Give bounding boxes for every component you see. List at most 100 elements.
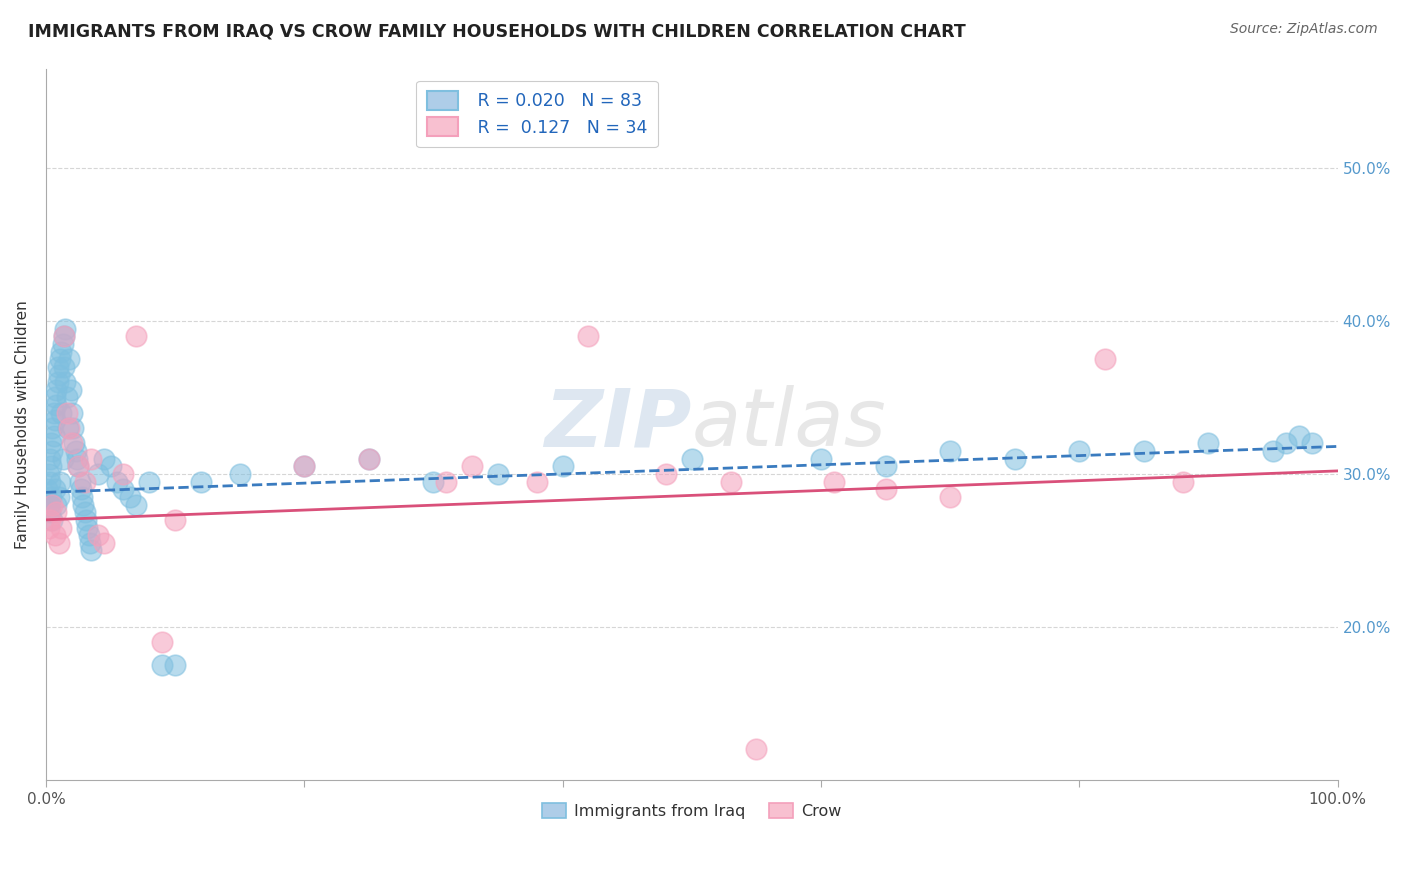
Point	[461, 459, 484, 474]
Point	[526, 475, 548, 489]
Point	[86, 528, 108, 542]
Point	[53, 375, 76, 389]
Point	[42, 428, 65, 442]
Point	[38, 520, 60, 534]
Point	[86, 467, 108, 481]
Point	[39, 436, 62, 450]
Point	[73, 505, 96, 519]
Point	[48, 490, 70, 504]
Point	[51, 520, 73, 534]
Point	[75, 513, 97, 527]
Point	[53, 321, 76, 335]
Point	[357, 451, 380, 466]
Point	[1198, 436, 1220, 450]
Text: IMMIGRANTS FROM IRAQ VS CROW FAMILY HOUSEHOLDS WITH CHILDREN CORRELATION CHART: IMMIGRANTS FROM IRAQ VS CROW FAMILY HOUS…	[28, 22, 966, 40]
Point	[150, 635, 173, 649]
Y-axis label: Family Households with Children: Family Households with Children	[15, 300, 30, 549]
Point	[1275, 436, 1298, 450]
Point	[55, 406, 77, 420]
Point	[1133, 444, 1156, 458]
Point	[551, 459, 574, 474]
Point	[165, 658, 187, 673]
Point	[49, 475, 72, 489]
Point	[77, 528, 100, 542]
Point	[44, 528, 66, 542]
Text: Source: ZipAtlas.com: Source: ZipAtlas.com	[1230, 22, 1378, 37]
Point	[150, 658, 173, 673]
Point	[48, 368, 70, 382]
Point	[79, 536, 101, 550]
Point	[76, 520, 98, 534]
Point	[80, 543, 103, 558]
Point	[1301, 436, 1323, 450]
Point	[58, 421, 80, 435]
Point	[681, 451, 703, 466]
Point	[41, 444, 63, 458]
Point	[37, 482, 59, 496]
Point	[875, 482, 897, 496]
Point	[939, 490, 962, 504]
Point	[38, 451, 60, 466]
Point	[1069, 444, 1091, 458]
Point	[39, 490, 62, 504]
Point	[100, 459, 122, 474]
Point	[52, 451, 75, 466]
Point	[65, 444, 87, 458]
Point	[875, 459, 897, 474]
Point	[53, 359, 76, 374]
Point	[720, 475, 742, 489]
Point	[357, 451, 380, 466]
Point	[39, 459, 62, 474]
Point	[810, 451, 832, 466]
Point	[1004, 451, 1026, 466]
Text: atlas: atlas	[692, 385, 887, 463]
Point	[165, 513, 187, 527]
Point	[53, 329, 76, 343]
Point	[49, 352, 72, 367]
Legend: Immigrants from Iraq, Crow: Immigrants from Iraq, Crow	[536, 797, 848, 825]
Point	[46, 375, 69, 389]
Point	[66, 451, 89, 466]
Point	[41, 498, 63, 512]
Point	[292, 459, 315, 474]
Point	[1288, 428, 1310, 442]
Point	[112, 467, 135, 481]
Point	[41, 513, 63, 527]
Point	[48, 536, 70, 550]
Point	[228, 467, 250, 481]
Point	[1094, 352, 1116, 367]
Point	[112, 482, 135, 496]
Point	[70, 490, 93, 504]
Point	[73, 475, 96, 489]
Point	[46, 359, 69, 374]
Point	[138, 475, 160, 489]
Point	[1171, 475, 1194, 489]
Point	[745, 742, 768, 756]
Point	[105, 475, 128, 489]
Point	[125, 329, 148, 343]
Point	[823, 475, 845, 489]
Point	[93, 536, 115, 550]
Point	[44, 391, 66, 405]
Point	[38, 498, 60, 512]
Point	[60, 436, 83, 450]
Point	[93, 451, 115, 466]
Point	[67, 459, 90, 474]
Point	[45, 498, 67, 512]
Point	[62, 421, 84, 435]
Point	[118, 490, 141, 504]
Point	[56, 421, 79, 435]
Point	[38, 505, 60, 519]
Point	[60, 406, 83, 420]
Point	[45, 398, 67, 412]
Point	[486, 467, 509, 481]
Point	[63, 436, 86, 450]
Point	[939, 444, 962, 458]
Point	[45, 383, 67, 397]
Point	[434, 475, 457, 489]
Point	[1261, 444, 1284, 458]
Point	[52, 337, 75, 351]
Point	[59, 383, 82, 397]
Point	[44, 413, 66, 427]
Point	[38, 513, 60, 527]
